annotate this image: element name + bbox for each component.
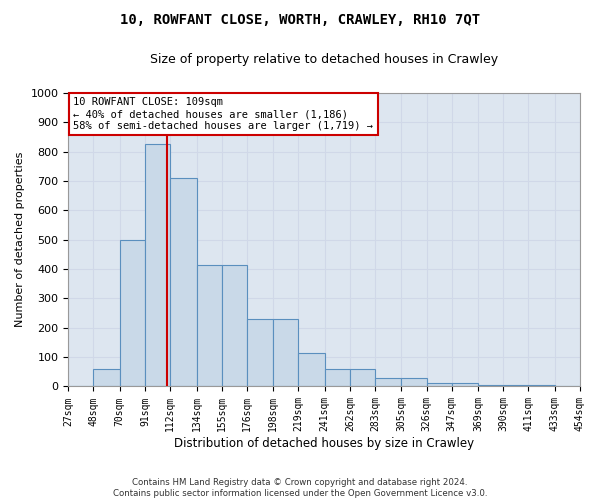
Bar [375, 378, 401, 386]
Bar [529, 385, 555, 386]
Bar [247, 319, 273, 386]
X-axis label: Distribution of detached houses by size in Crawley: Distribution of detached houses by size … [174, 437, 474, 450]
Text: 10 ROWFANT CLOSE: 109sqm
← 40% of detached houses are smaller (1,186)
58% of sem: 10 ROWFANT CLOSE: 109sqm ← 40% of detach… [73, 98, 373, 130]
Bar [170, 178, 197, 386]
Bar [478, 385, 503, 386]
Bar [120, 240, 145, 386]
Bar [427, 383, 452, 386]
Bar [221, 264, 247, 386]
Bar [145, 144, 170, 386]
Text: Contains HM Land Registry data © Crown copyright and database right 2024.
Contai: Contains HM Land Registry data © Crown c… [113, 478, 487, 498]
Bar [298, 352, 325, 386]
Bar [350, 370, 375, 386]
Bar [273, 319, 298, 386]
Bar [197, 264, 221, 386]
Bar [401, 378, 427, 386]
Bar [452, 383, 478, 386]
Y-axis label: Number of detached properties: Number of detached properties [15, 152, 25, 328]
Bar [94, 369, 120, 386]
Bar [325, 370, 350, 386]
Title: Size of property relative to detached houses in Crawley: Size of property relative to detached ho… [150, 52, 498, 66]
Bar [503, 385, 529, 386]
Text: 10, ROWFANT CLOSE, WORTH, CRAWLEY, RH10 7QT: 10, ROWFANT CLOSE, WORTH, CRAWLEY, RH10 … [120, 12, 480, 26]
